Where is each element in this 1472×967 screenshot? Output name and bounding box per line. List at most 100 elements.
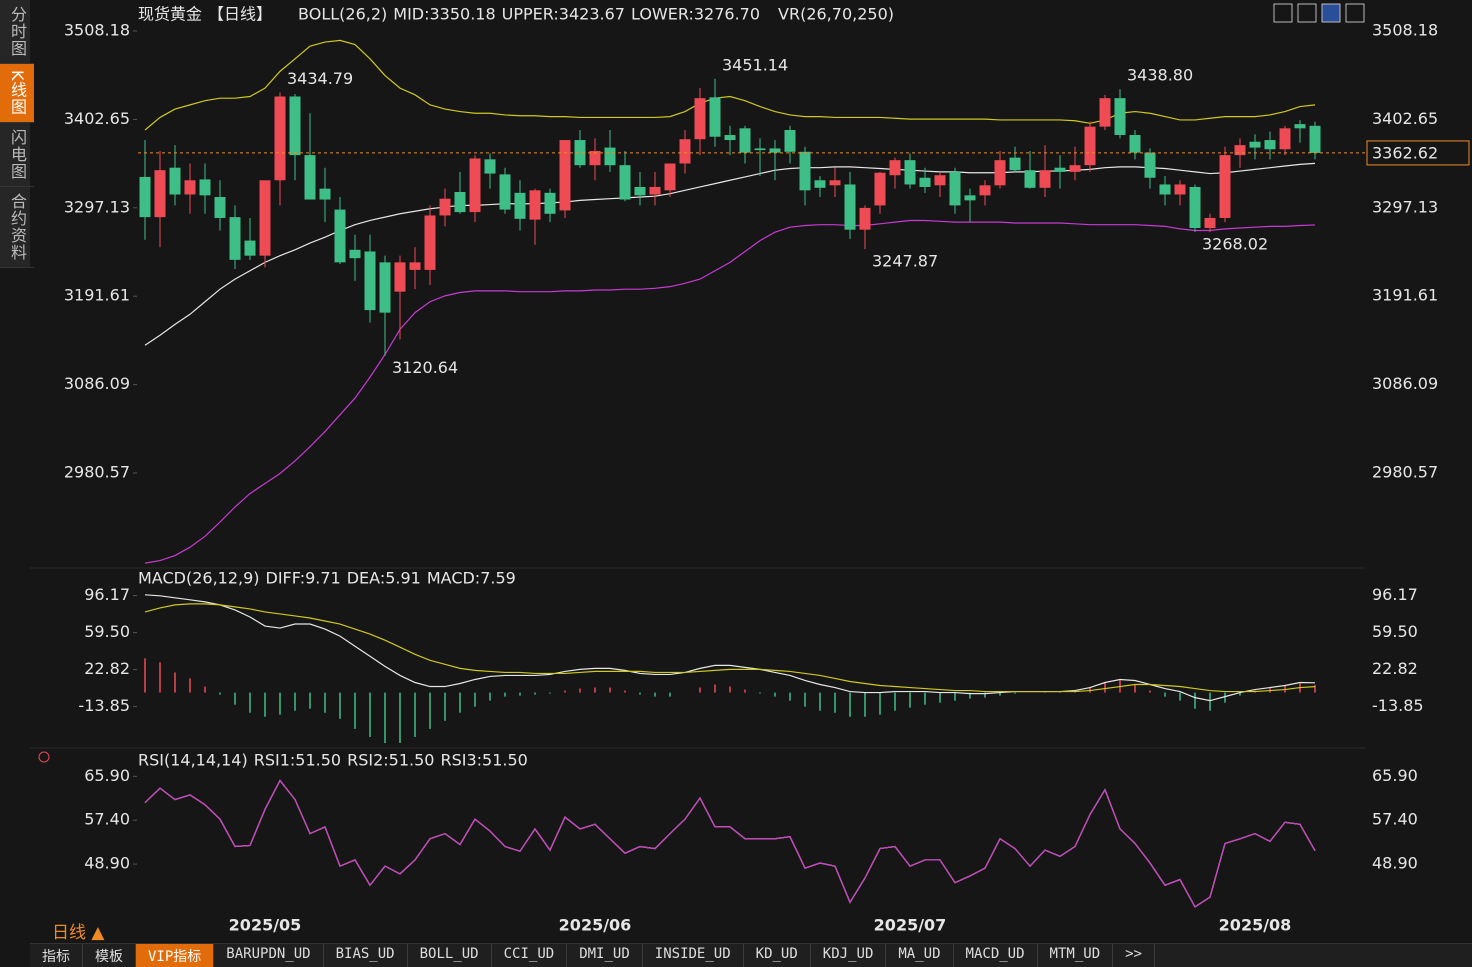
y-tick-label: 3297.13 xyxy=(64,197,130,216)
tab[interactable]: INSIDE_UD xyxy=(643,944,744,967)
candle-body xyxy=(664,163,676,191)
candle-body xyxy=(304,155,316,200)
legend-text: RSI(14,14,14) xyxy=(138,751,248,770)
x-tick-label: 2025/05 xyxy=(229,916,302,935)
candle-body xyxy=(1204,217,1216,229)
icon[interactable] xyxy=(1321,3,1341,23)
period-label[interactable]: 日线 ▲ xyxy=(52,923,105,943)
side-tab[interactable]: 闪电图 xyxy=(0,123,34,187)
candle-body xyxy=(574,140,586,166)
candle-body xyxy=(694,98,706,140)
candle-body xyxy=(214,197,226,218)
candle-body xyxy=(1159,184,1171,195)
candle-body xyxy=(469,158,481,213)
legend-text: RSI3:51.50 xyxy=(440,751,527,770)
rsi-line xyxy=(144,779,1316,908)
y-tick-label: 3508.18 xyxy=(64,20,130,39)
settings-icon[interactable] xyxy=(38,751,50,763)
y-tick-label-right: 2980.57 xyxy=(1372,462,1438,481)
last-price-box xyxy=(1366,140,1470,166)
legend-text: RSI2:51.50 xyxy=(347,751,434,770)
y-tick-label: 3402.65 xyxy=(64,109,130,128)
tab[interactable]: KD_UD xyxy=(744,944,811,967)
extreme-label: 3438.80 xyxy=(1127,66,1193,85)
y-tick-label: 22.82 xyxy=(84,659,130,678)
y-tick-label-right: 22.82 xyxy=(1372,659,1418,678)
legend-text: LOWER:3276.70 xyxy=(631,5,760,24)
candle-body xyxy=(364,251,376,311)
tab[interactable]: BOLL_UD xyxy=(408,944,492,967)
legend-text: DIFF:9.71 xyxy=(266,569,341,588)
y-tick-label: 3086.09 xyxy=(64,374,130,393)
icon[interactable] xyxy=(1297,3,1317,23)
legend-text: MACD:7.59 xyxy=(427,569,516,588)
tab[interactable]: KDJ_UD xyxy=(811,944,887,967)
x-tick-label: 2025/06 xyxy=(559,916,632,935)
macd-line xyxy=(144,603,1316,693)
candle-body xyxy=(454,191,466,213)
candle-body xyxy=(544,192,556,214)
y-tick-label-right: 59.50 xyxy=(1372,622,1418,641)
y-tick-label-right: 65.90 xyxy=(1372,766,1418,785)
icon[interactable] xyxy=(1273,3,1293,23)
tab[interactable]: BARUPDN_UD xyxy=(214,944,324,967)
candle-body xyxy=(994,160,1006,186)
x-tick-label: 2025/08 xyxy=(1219,916,1292,935)
candle-body xyxy=(1234,145,1246,156)
candle-body xyxy=(139,176,151,218)
candle-body xyxy=(229,217,241,260)
candle-body xyxy=(259,180,271,256)
tab[interactable]: MA_UD xyxy=(886,944,954,967)
legend-text: 【日线】 xyxy=(208,5,272,24)
candle-body xyxy=(484,159,496,174)
candle-body xyxy=(334,209,346,263)
candle-body xyxy=(1129,135,1141,153)
candle-body xyxy=(529,190,541,220)
candle-body xyxy=(1294,124,1306,129)
candle-body xyxy=(604,147,616,166)
tab[interactable]: 指标 xyxy=(30,944,83,967)
toolbar-icons[interactable] xyxy=(1273,3,1365,23)
tab[interactable]: VIP指标 xyxy=(136,944,215,967)
candle-body xyxy=(919,177,931,187)
legend-text: UPPER:3423.67 xyxy=(502,5,625,24)
candle-body xyxy=(1099,98,1111,127)
tab[interactable]: >> xyxy=(1113,944,1155,967)
side-tab[interactable]: 分时图 xyxy=(0,0,34,64)
icon[interactable] xyxy=(1345,3,1365,23)
legend-text: VR(26,70,250) xyxy=(778,5,894,24)
candle-body xyxy=(769,148,781,153)
candle-body xyxy=(619,165,631,200)
candle-body xyxy=(499,174,511,210)
rsi-line xyxy=(144,779,1316,908)
candle-body xyxy=(814,180,826,188)
candle-body xyxy=(514,192,526,219)
tab[interactable]: MTM_UD xyxy=(1038,944,1114,967)
candle-body xyxy=(169,167,181,195)
side-tab[interactable]: K线图 xyxy=(0,64,34,123)
y-tick-label: 59.50 xyxy=(84,622,130,641)
candle-body xyxy=(244,240,256,256)
candle-body xyxy=(904,160,916,185)
candle-body xyxy=(949,171,961,206)
side-tab[interactable]: 合约资料 xyxy=(0,187,34,268)
y-tick-label-right: 3297.13 xyxy=(1372,197,1438,216)
y-tick-label: 96.17 xyxy=(84,585,130,604)
candle-body xyxy=(199,179,211,196)
candle-body xyxy=(1039,170,1051,188)
tab[interactable]: BIAS_UD xyxy=(324,944,408,967)
tab[interactable]: 模板 xyxy=(83,944,136,967)
candle-body xyxy=(1174,184,1186,195)
candle-body xyxy=(379,262,391,313)
candle-body xyxy=(319,188,331,200)
tab[interactable]: CCI_UD xyxy=(492,944,568,967)
candle-body xyxy=(649,186,661,195)
candle-body xyxy=(874,172,886,206)
tab[interactable]: MACD_UD xyxy=(954,944,1038,967)
extreme-label: 3434.79 xyxy=(287,69,353,88)
candle-body xyxy=(1279,128,1291,150)
legend-text: DEA:5.91 xyxy=(347,569,421,588)
candle-body xyxy=(1114,98,1126,136)
tab[interactable]: DMI_UD xyxy=(567,944,643,967)
y-tick-label-right: 3402.65 xyxy=(1372,109,1438,128)
